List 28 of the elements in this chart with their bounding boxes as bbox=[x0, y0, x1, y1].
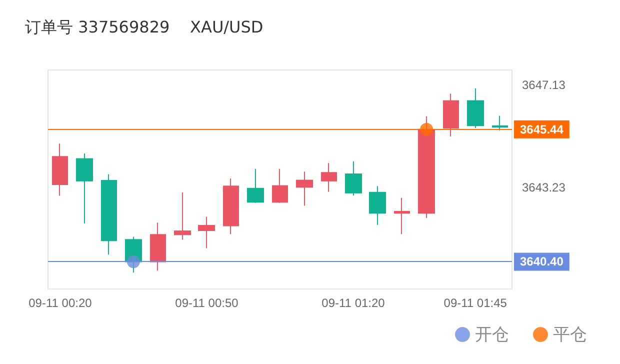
candlestick bbox=[223, 178, 239, 235]
legend-label: 开仓 bbox=[475, 325, 509, 344]
candlestick bbox=[76, 153, 93, 224]
x-tick-label: 09-11 00:50 bbox=[175, 296, 239, 310]
candlestick bbox=[394, 197, 410, 235]
candlestick bbox=[369, 186, 386, 226]
candlestick bbox=[101, 174, 117, 256]
ref-line-label: 3645.44 bbox=[520, 122, 564, 136]
x-tick-label: 09-11 00:20 bbox=[28, 296, 92, 310]
y-tick-label: 3643.23 bbox=[522, 180, 566, 194]
candlestick bbox=[247, 168, 264, 204]
candlestick bbox=[492, 115, 508, 131]
chart-title: 订单号 337569829 XAU/USD bbox=[25, 18, 264, 36]
x-tick-label: 09-11 01:20 bbox=[322, 296, 386, 310]
candlestick bbox=[443, 93, 459, 137]
legend-label: 平仓 bbox=[553, 325, 587, 344]
x-tick-label: 09-11 01:45 bbox=[444, 296, 508, 310]
candlestick bbox=[272, 168, 288, 204]
candlestick bbox=[150, 222, 166, 272]
candlestick bbox=[467, 88, 484, 129]
y-tick-label: 3647.13 bbox=[522, 78, 566, 92]
candlestick bbox=[198, 216, 215, 249]
candlestick bbox=[174, 192, 191, 240]
candlestick bbox=[321, 162, 337, 192]
ref-line-label: 3640.40 bbox=[520, 254, 564, 269]
candlestick bbox=[296, 171, 313, 206]
candlestick bbox=[52, 143, 68, 196]
candlestick bbox=[345, 160, 362, 196]
